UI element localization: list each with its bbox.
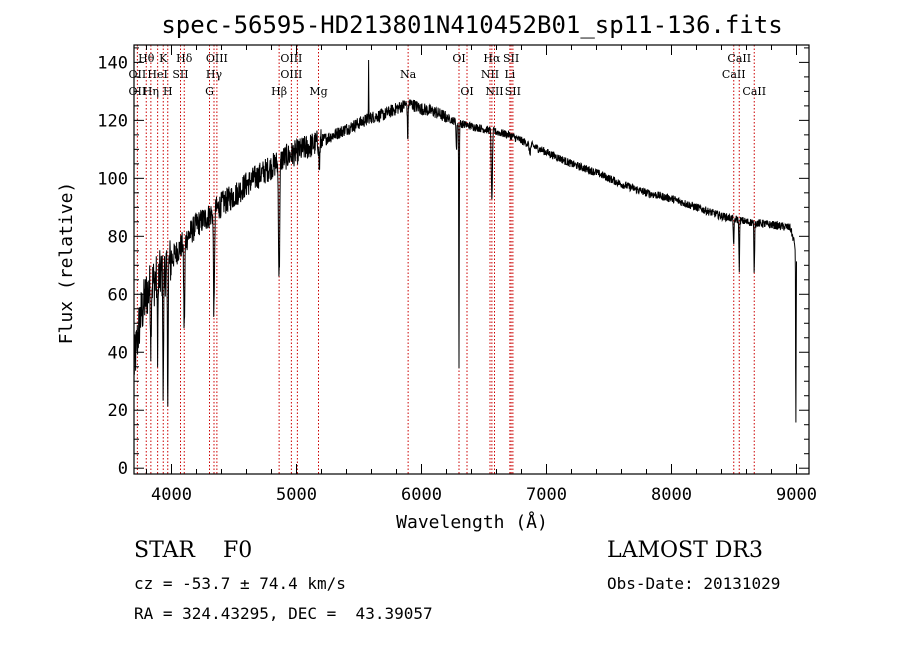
x-tick-label: 4000: [151, 485, 192, 505]
x-tick-label: 9000: [776, 485, 817, 505]
line-marker-label: Hγ: [206, 68, 223, 81]
line-marker-labels: OIIOIIHθHηHeIKHSIIHδGHγOIIIHβOIIIOIIIMgN…: [129, 52, 767, 98]
line-marker-label: OI: [460, 85, 473, 98]
line-marker-label: Hδ: [176, 52, 193, 65]
line-marker-label: OIII: [280, 52, 302, 65]
line-marker-label: Hα: [483, 52, 501, 65]
spectral-class: STAR F0: [134, 538, 253, 563]
line-marker-label: OIII: [206, 52, 228, 65]
line-marker-label: Hη: [143, 85, 159, 98]
line-marker-label: OI: [452, 52, 465, 65]
line-marker-label: SII: [505, 85, 521, 98]
x-axis: 4000 5000 6000 7000 8000 9000: [146, 45, 817, 505]
line-marker-label: OIII: [280, 68, 302, 81]
y-tick-label: 40: [108, 343, 128, 363]
chart-title: spec-56595-HD213801N410452B01_sp11-136.f…: [161, 11, 782, 39]
line-marker-label: NII: [481, 68, 499, 81]
y-axis: 0 20 40 60 80 100 120 140: [97, 47, 809, 479]
x-tick-label: 8000: [651, 485, 692, 505]
x-axis-label: Wavelength (Å): [396, 511, 548, 533]
line-marker-label: SII: [172, 68, 188, 81]
line-marker-label: CaII: [722, 68, 746, 81]
line-marker-label: HeI: [147, 68, 167, 81]
survey-name: LAMOST DR3: [607, 538, 763, 563]
line-marker-label: SII: [503, 52, 519, 65]
y-axis-label: Flux (relative): [56, 182, 77, 345]
x-tick-label: 6000: [401, 485, 442, 505]
line-marker-label: Mg: [309, 85, 327, 98]
line-marker-label: Hβ: [271, 85, 287, 98]
y-tick-label: 140: [97, 53, 128, 73]
line-marker-label: OII: [129, 68, 147, 81]
y-tick-label: 20: [108, 401, 128, 421]
coordinates: RA = 324.43295, DEC = 43.39057: [134, 604, 433, 623]
redshift-value: cz = -53.7 ± 74.4 km/s: [134, 574, 346, 593]
line-marker-label: NII: [485, 85, 503, 98]
line-marker-label: Hθ: [138, 52, 155, 65]
y-tick-label: 60: [108, 285, 128, 305]
spectrum-line: [133, 59, 797, 423]
x-tick-label: 5000: [276, 485, 317, 505]
y-tick-label: 100: [97, 169, 128, 189]
observation-date: Obs-Date: 20131029: [607, 574, 781, 593]
y-tick-label: 80: [108, 227, 128, 247]
line-marker-label: CaII: [727, 52, 751, 65]
y-tick-label: 120: [97, 111, 128, 131]
line-markers: [136, 45, 755, 474]
x-tick-label: 7000: [526, 485, 567, 505]
line-marker-label: Li: [504, 68, 515, 81]
y-tick-label: 0: [118, 459, 128, 479]
line-marker-label: K: [159, 52, 168, 65]
line-marker-label: H: [163, 85, 173, 98]
line-marker-label: G: [205, 85, 214, 98]
plot-frame: [133, 44, 810, 475]
line-marker-label: Na: [400, 68, 417, 81]
line-marker-label: CaII: [742, 85, 766, 98]
